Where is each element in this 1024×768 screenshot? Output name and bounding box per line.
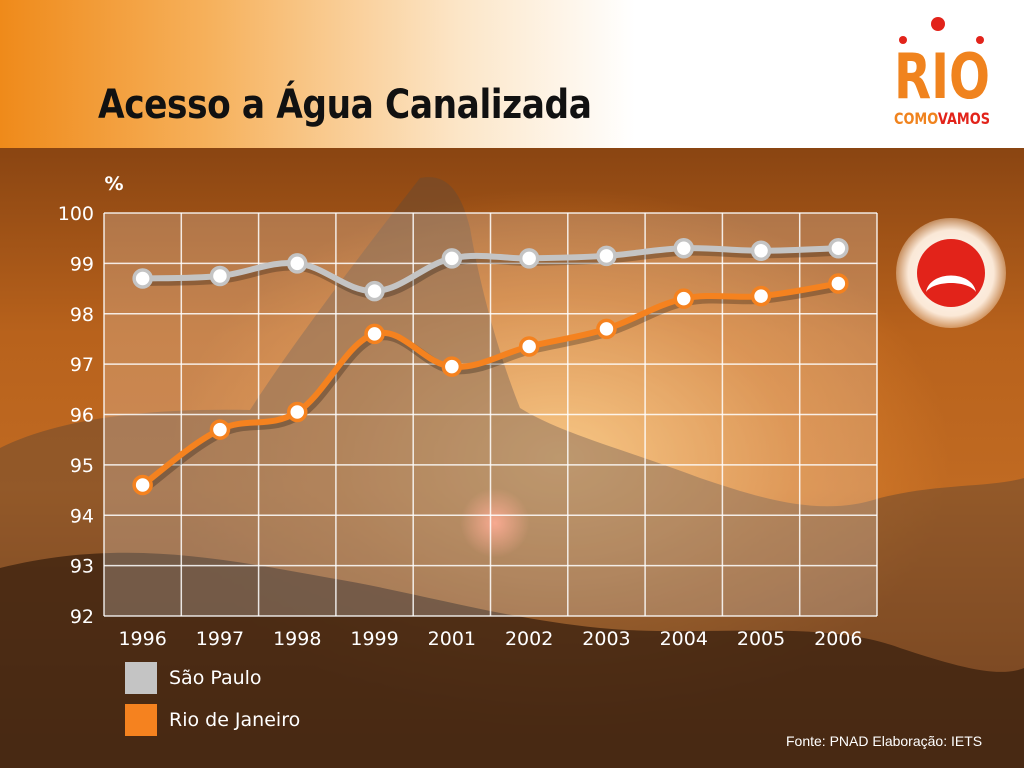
logo-tagline-right: VAMOS — [938, 109, 990, 128]
legend-swatch-sao-paulo — [125, 662, 157, 694]
x-tick-label: 2001 — [428, 628, 476, 650]
legend-label-rio-de-janeiro: Rio de Janeiro — [169, 709, 301, 731]
x-tick-label: 1996 — [118, 628, 166, 650]
y-tick-label: 97 — [70, 354, 94, 376]
face-halo — [896, 218, 1006, 328]
x-tick-label: 2005 — [737, 628, 785, 650]
header-band: Acesso a Água Canalizada — [0, 0, 1024, 148]
logo-figure — [899, 17, 984, 44]
x-tick-label: 1997 — [196, 628, 244, 650]
y-tick-label: 96 — [70, 405, 94, 427]
data-point-sao-paulo — [596, 245, 617, 267]
data-point-sao-paulo — [209, 265, 231, 287]
data-point-sao-paulo — [673, 238, 694, 259]
sun-glow — [460, 488, 530, 558]
data-point-rio-de-janeiro — [209, 419, 231, 440]
y-tick-label: 94 — [70, 505, 94, 527]
data-point-sao-paulo — [364, 280, 385, 302]
y-axis-label: % — [104, 173, 123, 195]
series-group — [132, 238, 849, 496]
y-tick-label: 99 — [70, 253, 94, 275]
data-point-rio-de-janeiro — [287, 401, 308, 423]
x-tick-label: 1998 — [273, 628, 321, 650]
x-tick-label: 1999 — [350, 628, 398, 650]
series-line-sao-paulo — [142, 245, 839, 295]
y-tick-label: 95 — [70, 455, 94, 477]
mountain-silhouette — [0, 177, 1024, 768]
grid-lines — [103, 212, 878, 617]
rio-como-vamos-logo: RIO COMOVAMOS — [894, 17, 990, 128]
series-line-rio-de-janeiro — [140, 280, 839, 488]
logo-tagline-left: COMO — [894, 109, 938, 128]
x-tick-label: 2004 — [660, 628, 708, 650]
data-point-sao-paulo — [287, 253, 308, 274]
data-point-sao-paulo — [828, 238, 849, 259]
data-point-sao-paulo — [750, 240, 772, 262]
x-tick-label: 2002 — [505, 628, 553, 650]
legend-label-sao-paulo: São Paulo — [169, 667, 262, 689]
data-point-rio-de-janeiro — [364, 323, 385, 345]
data-point-sao-paulo — [132, 268, 153, 289]
logo-tagline: COMOVAMOS — [894, 109, 990, 128]
data-point-rio-de-janeiro — [750, 285, 772, 307]
sunset-background — [0, 148, 1024, 768]
x-tick-labels: 1996 1997 1998 1999 2001 2002 2003 2004 2005 2006 — [118, 628, 862, 650]
data-point-rio-de-janeiro — [828, 273, 849, 294]
logo-word: RIO — [894, 40, 990, 113]
y-tick-label: 98 — [70, 304, 94, 326]
y-tick-label: 100 — [58, 203, 94, 225]
x-tick-label: 2006 — [814, 628, 862, 650]
source-note: Fonte: PNAD Elaboração: IETS — [786, 733, 983, 749]
data-point-rio-de-janeiro — [673, 288, 694, 309]
data-point-rio-de-janeiro — [441, 356, 463, 377]
data-point-rio-de-janeiro — [132, 474, 153, 496]
y-tick-labels: 92 93 94 95 96 97 98 99 100 — [58, 203, 94, 628]
legend-swatch-rio-de-janeiro — [125, 704, 157, 736]
page-title: Acesso a Água Canalizada — [98, 82, 592, 128]
x-tick-label: 2003 — [582, 628, 630, 650]
sad-face-icon — [917, 239, 985, 307]
data-point-sao-paulo — [441, 248, 463, 269]
data-point-sao-paulo — [518, 248, 540, 269]
y-tick-label: 92 — [70, 606, 94, 628]
data-point-rio-de-janeiro — [518, 336, 540, 357]
data-point-rio-de-janeiro — [596, 318, 617, 340]
y-tick-label: 93 — [70, 556, 94, 578]
